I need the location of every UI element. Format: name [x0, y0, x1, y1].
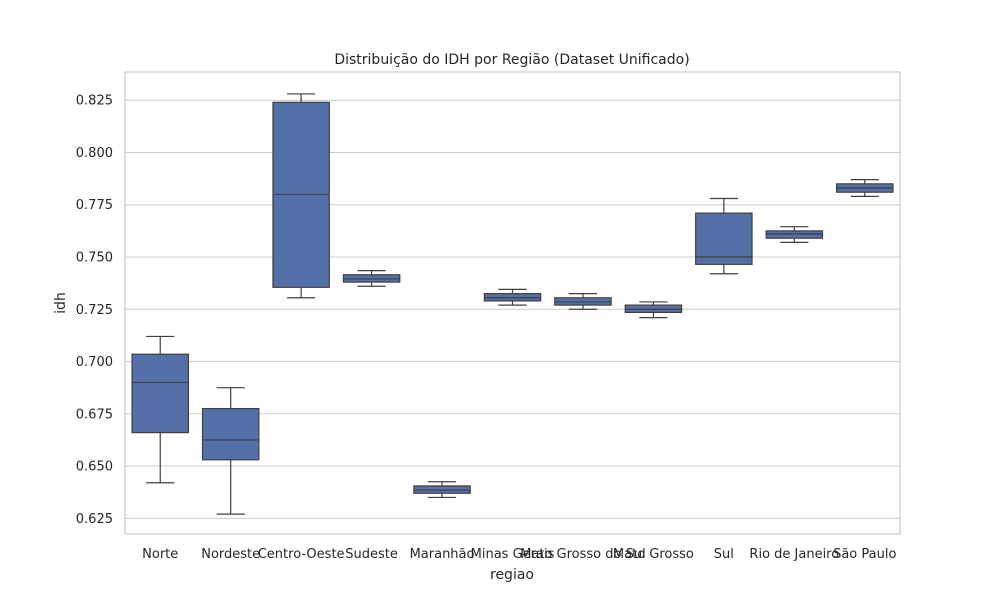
- x-tick-label: Norte: [142, 547, 178, 562]
- x-tick-label: Nordeste: [201, 547, 260, 562]
- box-group: [272, 93, 330, 299]
- y-tick-label: 0.675: [76, 407, 113, 422]
- x-tick-label: Mato Grosso: [613, 547, 694, 562]
- box-group: [765, 226, 824, 243]
- box-group: [624, 301, 683, 319]
- y-tick-label: 0.750: [76, 251, 113, 266]
- iqr-box: [201, 407, 260, 461]
- box-group: [201, 387, 260, 515]
- box-group: [131, 335, 190, 484]
- box-group: [342, 269, 401, 287]
- x-tick-label: São Paulo: [833, 547, 896, 562]
- x-tick-label: Maranhão: [410, 547, 475, 562]
- y-tick-label: 0.800: [76, 146, 113, 161]
- iqr-box: [695, 212, 753, 265]
- y-tick-label: 0.700: [76, 355, 113, 370]
- box-group: [695, 197, 753, 275]
- y-axis-label: idh: [53, 292, 69, 314]
- x-axis-label: regiao: [490, 567, 534, 583]
- box-group: [483, 288, 542, 306]
- x-tick-label: Mato Grosso do Sul: [520, 547, 646, 562]
- y-tick-label: 0.650: [76, 460, 113, 475]
- x-tick-label: Minas Gerais: [471, 547, 555, 562]
- y-tick-label: 0.625: [76, 512, 113, 527]
- box-group: [835, 179, 894, 197]
- box-layer: [131, 93, 894, 515]
- y-tick-label: 0.775: [76, 198, 113, 213]
- chart-title: Distribuição do IDH por Região (Dataset …: [334, 52, 689, 68]
- iqr-box: [131, 353, 190, 434]
- box-group: [554, 292, 612, 310]
- x-tick-label: Sul: [714, 547, 734, 562]
- y-tick-label: 0.725: [76, 303, 113, 318]
- x-tick-label: Rio de Janeiro: [749, 547, 839, 562]
- x-tick-label: Centro-Oeste: [258, 547, 345, 562]
- box-group: [413, 481, 471, 499]
- plot-frame: [124, 71, 901, 535]
- y-tick-label: 0.825: [76, 94, 113, 109]
- x-tick-label: Sudeste: [345, 547, 398, 562]
- y-tick-labels: 0.625 0.650 0.675 0.700 0.725 0.750 0.775 0.800…: [76, 94, 113, 527]
